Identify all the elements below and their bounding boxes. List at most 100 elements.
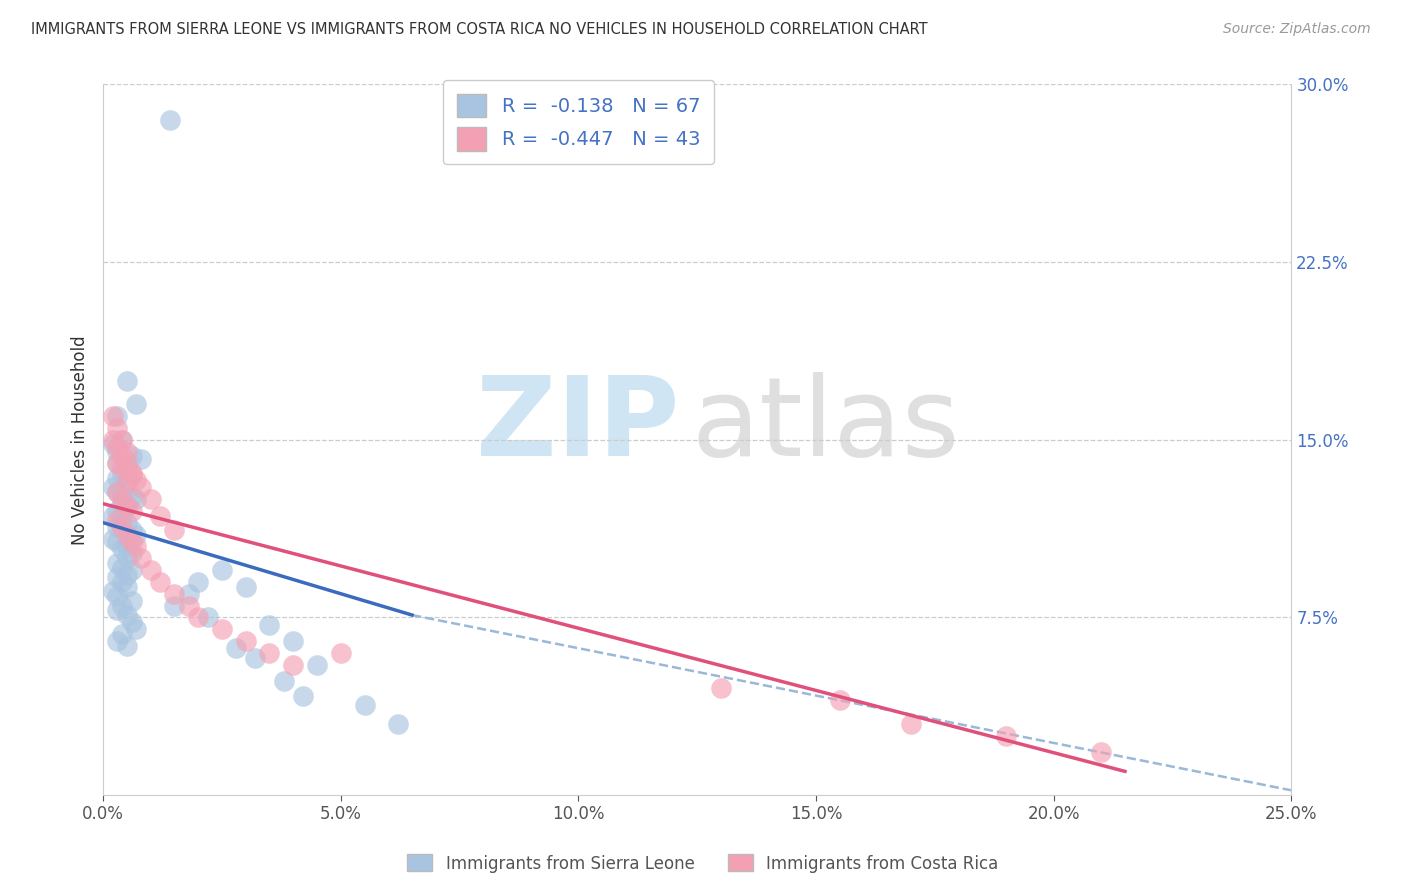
Point xyxy=(105,421,128,435)
Point xyxy=(105,484,128,499)
Point xyxy=(111,511,134,525)
Point xyxy=(177,599,200,613)
Point xyxy=(115,457,138,471)
Point xyxy=(159,112,181,127)
Point xyxy=(121,594,143,608)
Point xyxy=(115,475,138,490)
Point xyxy=(305,657,328,672)
Point xyxy=(121,523,143,537)
Point xyxy=(283,657,305,672)
Point xyxy=(111,560,134,574)
Point xyxy=(115,374,138,388)
Point xyxy=(121,504,143,518)
Point xyxy=(111,487,134,501)
Point xyxy=(211,622,233,636)
Point xyxy=(129,451,152,466)
Point xyxy=(105,603,128,617)
Point xyxy=(115,499,138,513)
Point xyxy=(149,508,172,523)
Point xyxy=(115,551,138,566)
Point xyxy=(111,520,134,534)
Point xyxy=(115,475,138,490)
Point xyxy=(101,480,124,494)
Point xyxy=(177,587,200,601)
Point xyxy=(101,433,124,447)
Point xyxy=(111,574,134,589)
Point xyxy=(387,717,409,731)
Point xyxy=(115,516,138,530)
Point xyxy=(115,608,138,623)
Point xyxy=(105,470,128,484)
Point xyxy=(105,634,128,648)
Point xyxy=(1090,746,1112,760)
Point xyxy=(259,646,281,660)
Text: ZIP: ZIP xyxy=(477,372,679,479)
Point xyxy=(115,580,138,594)
Point xyxy=(163,587,186,601)
Point xyxy=(353,698,375,712)
Point xyxy=(121,450,143,464)
Point xyxy=(111,497,134,511)
Point xyxy=(129,551,152,566)
Point xyxy=(121,534,143,549)
Point xyxy=(101,584,124,599)
Point xyxy=(121,546,143,560)
Point xyxy=(115,539,138,553)
Point xyxy=(105,409,128,423)
Point xyxy=(111,433,134,447)
Point xyxy=(111,541,134,556)
Point xyxy=(163,599,186,613)
Legend: Immigrants from Sierra Leone, Immigrants from Costa Rica: Immigrants from Sierra Leone, Immigrants… xyxy=(401,847,1005,880)
Point xyxy=(995,729,1018,743)
Point xyxy=(111,599,134,613)
Point xyxy=(900,717,922,731)
Point xyxy=(125,397,148,411)
Point xyxy=(125,473,148,487)
Point xyxy=(105,520,128,534)
Point xyxy=(121,466,143,480)
Point xyxy=(115,499,138,513)
Point xyxy=(121,563,143,577)
Point xyxy=(149,574,172,589)
Point xyxy=(105,444,128,458)
Point xyxy=(163,523,186,537)
Point xyxy=(235,580,257,594)
Point xyxy=(121,468,143,483)
Point xyxy=(105,504,128,518)
Point xyxy=(105,513,128,527)
Point xyxy=(125,527,148,541)
Point xyxy=(139,491,162,506)
Point xyxy=(273,674,295,689)
Point xyxy=(111,450,134,464)
Point xyxy=(101,409,124,423)
Text: Source: ZipAtlas.com: Source: ZipAtlas.com xyxy=(1223,22,1371,37)
Point xyxy=(105,457,128,471)
Point xyxy=(115,567,138,582)
Point xyxy=(125,622,148,636)
Point xyxy=(225,641,247,656)
Point xyxy=(111,433,134,447)
Point xyxy=(139,563,162,577)
Point xyxy=(111,491,134,506)
Point xyxy=(101,437,124,451)
Y-axis label: No Vehicles in Household: No Vehicles in Household xyxy=(72,334,89,544)
Point xyxy=(291,689,314,703)
Point xyxy=(115,527,138,541)
Point xyxy=(105,570,128,584)
Point xyxy=(828,693,851,707)
Legend: R =  -0.138   N = 67, R =  -0.447   N = 43: R = -0.138 N = 67, R = -0.447 N = 43 xyxy=(443,80,714,164)
Point xyxy=(101,508,124,523)
Point xyxy=(121,615,143,629)
Point xyxy=(105,457,128,471)
Point xyxy=(115,461,138,475)
Point xyxy=(105,484,128,499)
Point xyxy=(105,440,128,454)
Point xyxy=(105,556,128,570)
Point xyxy=(245,650,267,665)
Point xyxy=(187,574,209,589)
Point xyxy=(115,444,138,458)
Point xyxy=(111,468,134,483)
Point xyxy=(125,539,148,553)
Point xyxy=(105,534,128,549)
Point xyxy=(111,627,134,641)
